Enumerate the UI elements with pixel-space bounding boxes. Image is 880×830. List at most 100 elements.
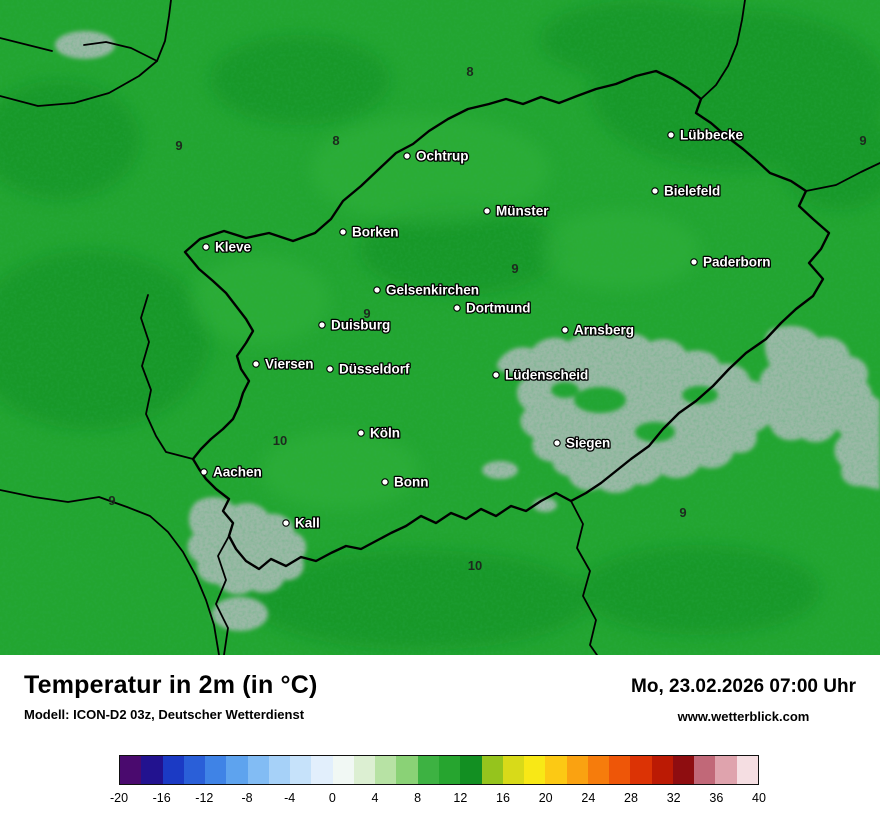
city-label: Köln (370, 426, 400, 441)
scale-segment (460, 756, 482, 784)
city-marker: Dortmund (453, 299, 532, 317)
scale-tick-label: -4 (284, 791, 296, 805)
scale-segment (332, 756, 354, 784)
scale-segment (353, 756, 376, 784)
city-label: Aachen (213, 465, 262, 480)
scale-tick-label: -12 (195, 791, 214, 805)
website-label: www.wetterblick.com (677, 709, 810, 724)
city-dot (651, 187, 659, 195)
scale-segment (545, 756, 567, 784)
border-line (0, 0, 172, 107)
scale-segment (502, 756, 525, 784)
scale-segment (183, 756, 206, 784)
city-label: Arnsberg (574, 323, 634, 338)
scale-tick-label: 8 (414, 791, 422, 805)
scale-tick-label: -16 (152, 791, 171, 805)
scale-segment (141, 756, 163, 784)
scale-tick-label: 20 (538, 791, 553, 805)
temperature-value: 9 (175, 138, 182, 153)
scale-segment (438, 756, 461, 784)
scale-tick-label: 0 (328, 791, 336, 805)
border-line (0, 37, 53, 52)
border-line (140, 294, 194, 460)
political-borders (0, 0, 880, 655)
scale-segment (609, 756, 631, 784)
temperature-value: 9 (363, 306, 370, 321)
noise-texture (0, 0, 880, 655)
city-dot (339, 228, 347, 236)
scale-segment (587, 756, 610, 784)
info-right-column: Mo, 23.02.2026 07:00 Uhr www.wetterblick… (631, 671, 856, 724)
scale-tick-label: 24 (581, 791, 596, 805)
city-dot (282, 519, 290, 527)
city-dot (667, 131, 675, 139)
city-dot (202, 243, 210, 251)
city-marker: Kall (282, 514, 321, 532)
city-marker: Viersen (252, 355, 315, 373)
scale-tick-label: -8 (241, 791, 253, 805)
city-dot (326, 365, 334, 373)
city-dot (357, 429, 365, 437)
scale-segment (736, 756, 758, 784)
border-line (83, 41, 158, 62)
city-label: Lübbecke (680, 128, 744, 143)
city-label: Ochtrup (416, 149, 469, 164)
info-left-column: Temperatur in 2m (in °C) Modell: ICON-D2… (24, 671, 318, 722)
scale-tick-label: 4 (371, 791, 379, 805)
city-label: Münster (496, 204, 549, 219)
city-dot (318, 321, 326, 329)
scale-segment (672, 756, 695, 784)
scale-tick-label: 40 (752, 791, 766, 805)
temperature-values: 8 8 9 9 9 9 10 9 9 10 (108, 64, 866, 573)
city-marker: Borken (339, 223, 400, 241)
scale-segment (481, 756, 503, 784)
city-marker: Duisburg (318, 316, 392, 334)
nrw-state-border (183, 69, 831, 571)
city-marker: Köln (357, 424, 401, 442)
city-dot (200, 468, 208, 476)
city-dot (381, 478, 389, 486)
scale-segment (162, 756, 184, 784)
city-label: Lüdenscheid (505, 368, 588, 383)
scale-segment (524, 756, 546, 784)
color-scale-bar (119, 755, 759, 785)
city-label: Siegen (566, 436, 610, 451)
border-line (0, 489, 220, 655)
city-label: Kall (295, 516, 320, 531)
city-marker: Kleve (202, 238, 253, 256)
color-scale-labels: -20 -16 -12 -8 -4 0 4 8 12 16 20 24 28 32 36 40 (110, 791, 766, 809)
scale-segment (715, 756, 737, 784)
city-dot (252, 360, 260, 368)
temperature-value: 10 (273, 433, 287, 448)
city-label: Paderborn (703, 255, 771, 270)
color-scale: -20 -16 -12 -8 -4 0 4 8 12 16 20 24 28 32 36 40 (110, 755, 766, 809)
city-dot (453, 304, 461, 312)
scale-segment (311, 756, 333, 784)
city-marker: Lüdenscheid (492, 366, 590, 384)
city-label: Duisburg (331, 318, 390, 333)
scale-tick-label: 16 (496, 791, 510, 805)
temperature-value: 9 (108, 493, 115, 508)
scale-segment (268, 756, 291, 784)
city-marker: Lübbecke (667, 126, 745, 144)
city-dot (690, 258, 698, 266)
city-dot (403, 152, 411, 160)
temperature-value: 10 (468, 558, 482, 573)
city-dot (373, 286, 381, 294)
city-label: Viersen (265, 357, 314, 372)
city-marker: Bielefeld (651, 182, 722, 200)
scale-segment (247, 756, 269, 784)
city-marker: Ochtrup (403, 147, 470, 165)
city-label: Kleve (215, 240, 252, 255)
scale-segment (396, 756, 418, 784)
city-marker: Siegen (553, 434, 612, 452)
temperature-value: 9 (511, 261, 518, 276)
city-marker: Düsseldorf (326, 360, 411, 378)
forecast-datetime: Mo, 23.02.2026 07:00 Uhr (631, 676, 856, 697)
temperature-value: 9 (859, 133, 866, 148)
scale-segment (375, 756, 397, 784)
scale-segment (417, 756, 439, 784)
scale-tick-label: 12 (453, 791, 468, 805)
city-label: Düsseldorf (339, 362, 410, 377)
